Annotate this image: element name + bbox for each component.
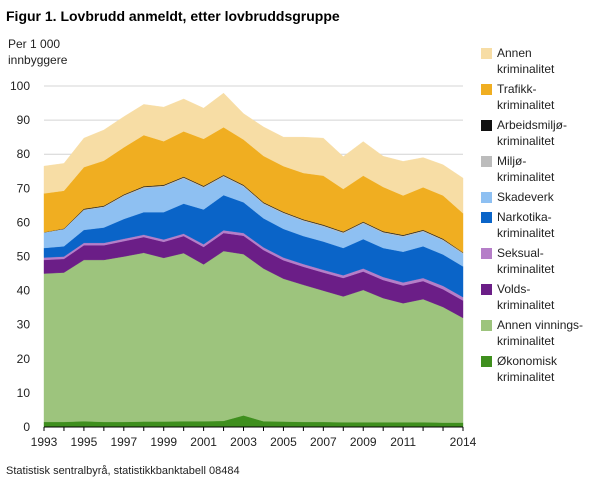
x-tick-label: 2014 — [450, 435, 477, 449]
x-tick-label: 2011 — [390, 435, 416, 449]
y-axis-label-line-2: innbyggere — [8, 53, 68, 67]
legend: Annen kriminalitet Trafikk-kriminalitet Arb… — [481, 46, 583, 384]
legend-label: Volds-kriminalitet — [497, 282, 555, 312]
legend-label: Miljø-kriminalitet — [497, 154, 555, 184]
source-note: Statistisk sentralbyrå, statistikkbankta… — [6, 465, 240, 477]
x-tick-label: 2007 — [310, 435, 337, 449]
legend-swatch — [481, 212, 492, 223]
y-tick-label: 10 — [17, 386, 31, 400]
legend-swatch — [481, 120, 492, 131]
x-tick-label: 1997 — [110, 435, 137, 449]
y-axis-label-line-1: Per 1 000 — [8, 37, 60, 51]
legend-label: Trafikk-kriminalitet — [497, 82, 555, 112]
figure-title: Figur 1. Lovbrudd anmeldt, etter lovbrud… — [6, 8, 340, 24]
y-tick-label: 50 — [17, 250, 31, 264]
legend-swatch — [481, 356, 492, 367]
x-tick-label: 2005 — [270, 435, 297, 449]
legend-swatch — [481, 84, 492, 95]
y-tick-label: 90 — [17, 113, 31, 127]
legend-label: Skadeverk — [497, 190, 555, 204]
y-tick-label: 70 — [17, 181, 31, 195]
x-tick-label: 1993 — [31, 435, 58, 449]
legend-label: Arbeidsmiljø-kriminalitet — [497, 118, 567, 148]
legend-label: Narkotika-kriminalitet — [497, 210, 555, 240]
legend-swatch — [481, 48, 492, 59]
legend-swatch — [481, 248, 492, 259]
y-tick-label: 40 — [17, 284, 31, 298]
y-tick-label: 0 — [23, 420, 30, 434]
legend-label: Annen vinnings-kriminalitet — [497, 318, 583, 348]
legend-swatch — [481, 192, 492, 203]
y-tick-label: 80 — [17, 147, 31, 161]
axes: 0 10 20 30 40 50 60 70 80 90 100 1993 1995 1997 1999 20… — [10, 79, 477, 449]
y-tick-label: 60 — [17, 215, 31, 229]
x-tick-label: 2009 — [350, 435, 377, 449]
y-tick-label: 20 — [17, 352, 31, 366]
y-tick-label: 100 — [10, 79, 30, 93]
y-tick-label: 30 — [17, 318, 31, 332]
stacked-areas — [43, 92, 464, 428]
legend-swatch — [481, 320, 492, 331]
x-tick-label: 1999 — [150, 435, 177, 449]
legend-swatch — [481, 284, 492, 295]
x-tick-label: 1995 — [71, 435, 98, 449]
area-series-9 — [43, 92, 464, 214]
x-tick-label: 2003 — [230, 435, 257, 449]
legend-label: Økonomisk kriminalitet — [497, 354, 558, 384]
legend-swatch — [481, 156, 492, 167]
legend-label: Annen kriminalitet — [497, 46, 555, 76]
legend-label: Seksual-kriminalitet — [497, 246, 555, 276]
x-tick-label: 2001 — [190, 435, 217, 449]
